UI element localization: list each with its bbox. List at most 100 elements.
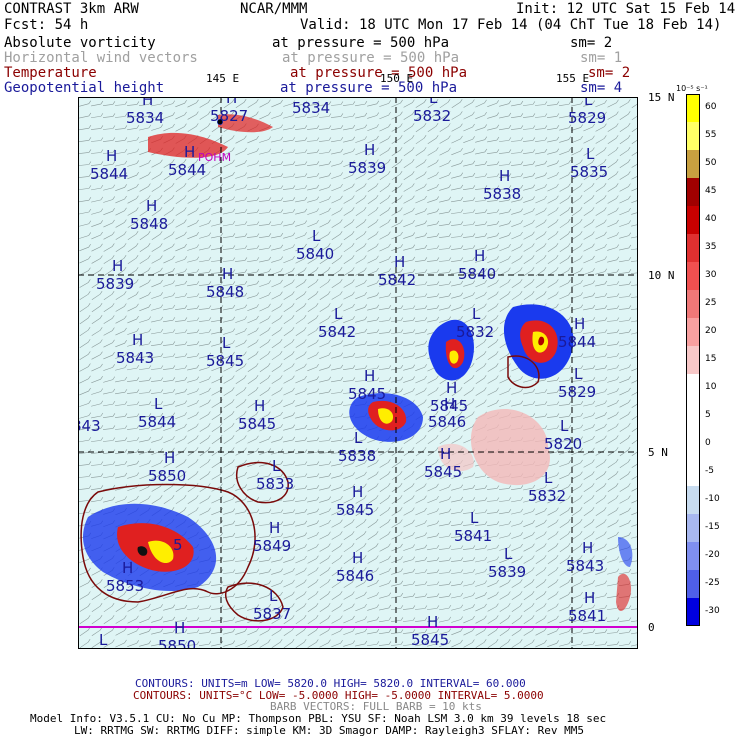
wind-barb	[355, 353, 368, 358]
wind-barb	[319, 352, 331, 359]
valid-time: Valid: 18 UTC Mon 17 Feb 14 (04 ChT Tue …	[300, 17, 722, 33]
wind-barb	[223, 387, 235, 396]
wind-barb	[451, 184, 464, 191]
wind-barb	[606, 305, 620, 310]
wind-barb	[559, 183, 571, 192]
wind-barb	[535, 627, 547, 636]
wind-barb	[439, 99, 451, 109]
wind-barb	[439, 628, 452, 635]
wind-barb	[571, 459, 583, 468]
wind-barb	[354, 365, 368, 370]
wind-barb	[151, 424, 164, 431]
wind-barb	[247, 245, 260, 250]
wind-barb	[499, 112, 512, 119]
wind-barb	[163, 471, 175, 480]
wind-barb	[535, 484, 548, 491]
wind-barb	[499, 579, 511, 588]
wind-barb	[78, 485, 92, 490]
wind-barb	[91, 437, 104, 442]
wind-barb	[163, 592, 176, 599]
wind-barb	[486, 197, 500, 202]
height-label-type: H	[444, 395, 455, 413]
wind-barb	[535, 496, 547, 503]
colorbar-cell	[686, 500, 700, 514]
height-label-value: 5842	[378, 271, 416, 289]
wind-barb	[331, 495, 343, 504]
wind-barb	[535, 267, 547, 277]
wind-barb	[511, 400, 524, 407]
wind-barb	[451, 423, 463, 432]
colorbar-tick-label: 5	[705, 410, 711, 420]
wind-barb	[175, 159, 187, 169]
wind-barb	[607, 195, 619, 204]
wind-barb	[415, 532, 428, 539]
wind-barb	[366, 341, 380, 346]
colorbar-tick-label: 10	[705, 382, 717, 392]
wind-barb	[270, 197, 284, 202]
wind-barb	[583, 219, 595, 228]
wind-barb	[595, 135, 607, 144]
colorbar-cell	[686, 122, 700, 136]
wind-barb	[139, 640, 152, 647]
wind-barb	[583, 424, 595, 431]
wind-barb	[127, 425, 140, 430]
vorticity-cluster-center	[349, 393, 423, 442]
wind-barb	[583, 447, 595, 456]
wind-barb	[246, 533, 260, 538]
wind-barb	[595, 531, 607, 540]
wind-barb	[319, 603, 331, 613]
wind-barb	[511, 591, 523, 600]
wind-barb	[523, 591, 535, 601]
wind-barb	[559, 148, 571, 155]
height-label-value: 5844	[138, 413, 176, 431]
wind-barb	[535, 603, 547, 612]
wind-barb	[271, 363, 283, 372]
wind-barb	[139, 255, 151, 264]
wind-barb	[307, 291, 319, 301]
wind-barb	[499, 556, 511, 564]
wind-barb	[439, 196, 452, 203]
wind-barb	[295, 267, 307, 276]
wind-barb	[319, 279, 331, 289]
wind-barb	[571, 231, 583, 240]
wind-barb	[139, 436, 152, 443]
wind-barb	[535, 507, 547, 516]
wind-barb	[367, 147, 379, 156]
wind-barb	[582, 365, 596, 370]
wind-barb	[462, 533, 476, 538]
wind-barb	[379, 255, 391, 264]
wind-barb	[547, 555, 559, 565]
wind-barb	[583, 567, 595, 576]
wind-barb	[295, 243, 307, 252]
wind-barb	[510, 149, 524, 154]
wind-barb	[283, 303, 295, 312]
lat-lon-grid	[78, 97, 638, 649]
wind-barb	[571, 195, 583, 205]
wind-barb	[475, 124, 488, 131]
wind-barb	[367, 447, 379, 456]
wind-barb	[439, 508, 452, 515]
wind-barb	[127, 303, 139, 312]
wind-barb	[355, 640, 368, 647]
wind-barb	[559, 365, 572, 370]
wind-barb	[595, 471, 607, 481]
wind-barb	[78, 173, 92, 178]
wind-barb	[499, 291, 511, 300]
wind-barb	[307, 255, 319, 264]
wind-barb	[535, 579, 547, 589]
height-label-type: H	[174, 619, 185, 637]
wind-barb	[595, 207, 607, 216]
wind-barb	[607, 483, 619, 493]
field-sm-height: sm= 4	[580, 80, 623, 96]
colorbar-cell	[686, 528, 700, 542]
height-label-value: 5845	[411, 631, 449, 649]
wind-barb	[211, 352, 223, 359]
wind-barb	[474, 209, 488, 214]
wind-barb	[127, 195, 139, 204]
wind-barb	[595, 219, 607, 228]
wind-barb	[595, 604, 608, 611]
wind-barb	[90, 149, 104, 154]
wind-barb	[379, 495, 391, 505]
wind-barb	[391, 280, 404, 287]
